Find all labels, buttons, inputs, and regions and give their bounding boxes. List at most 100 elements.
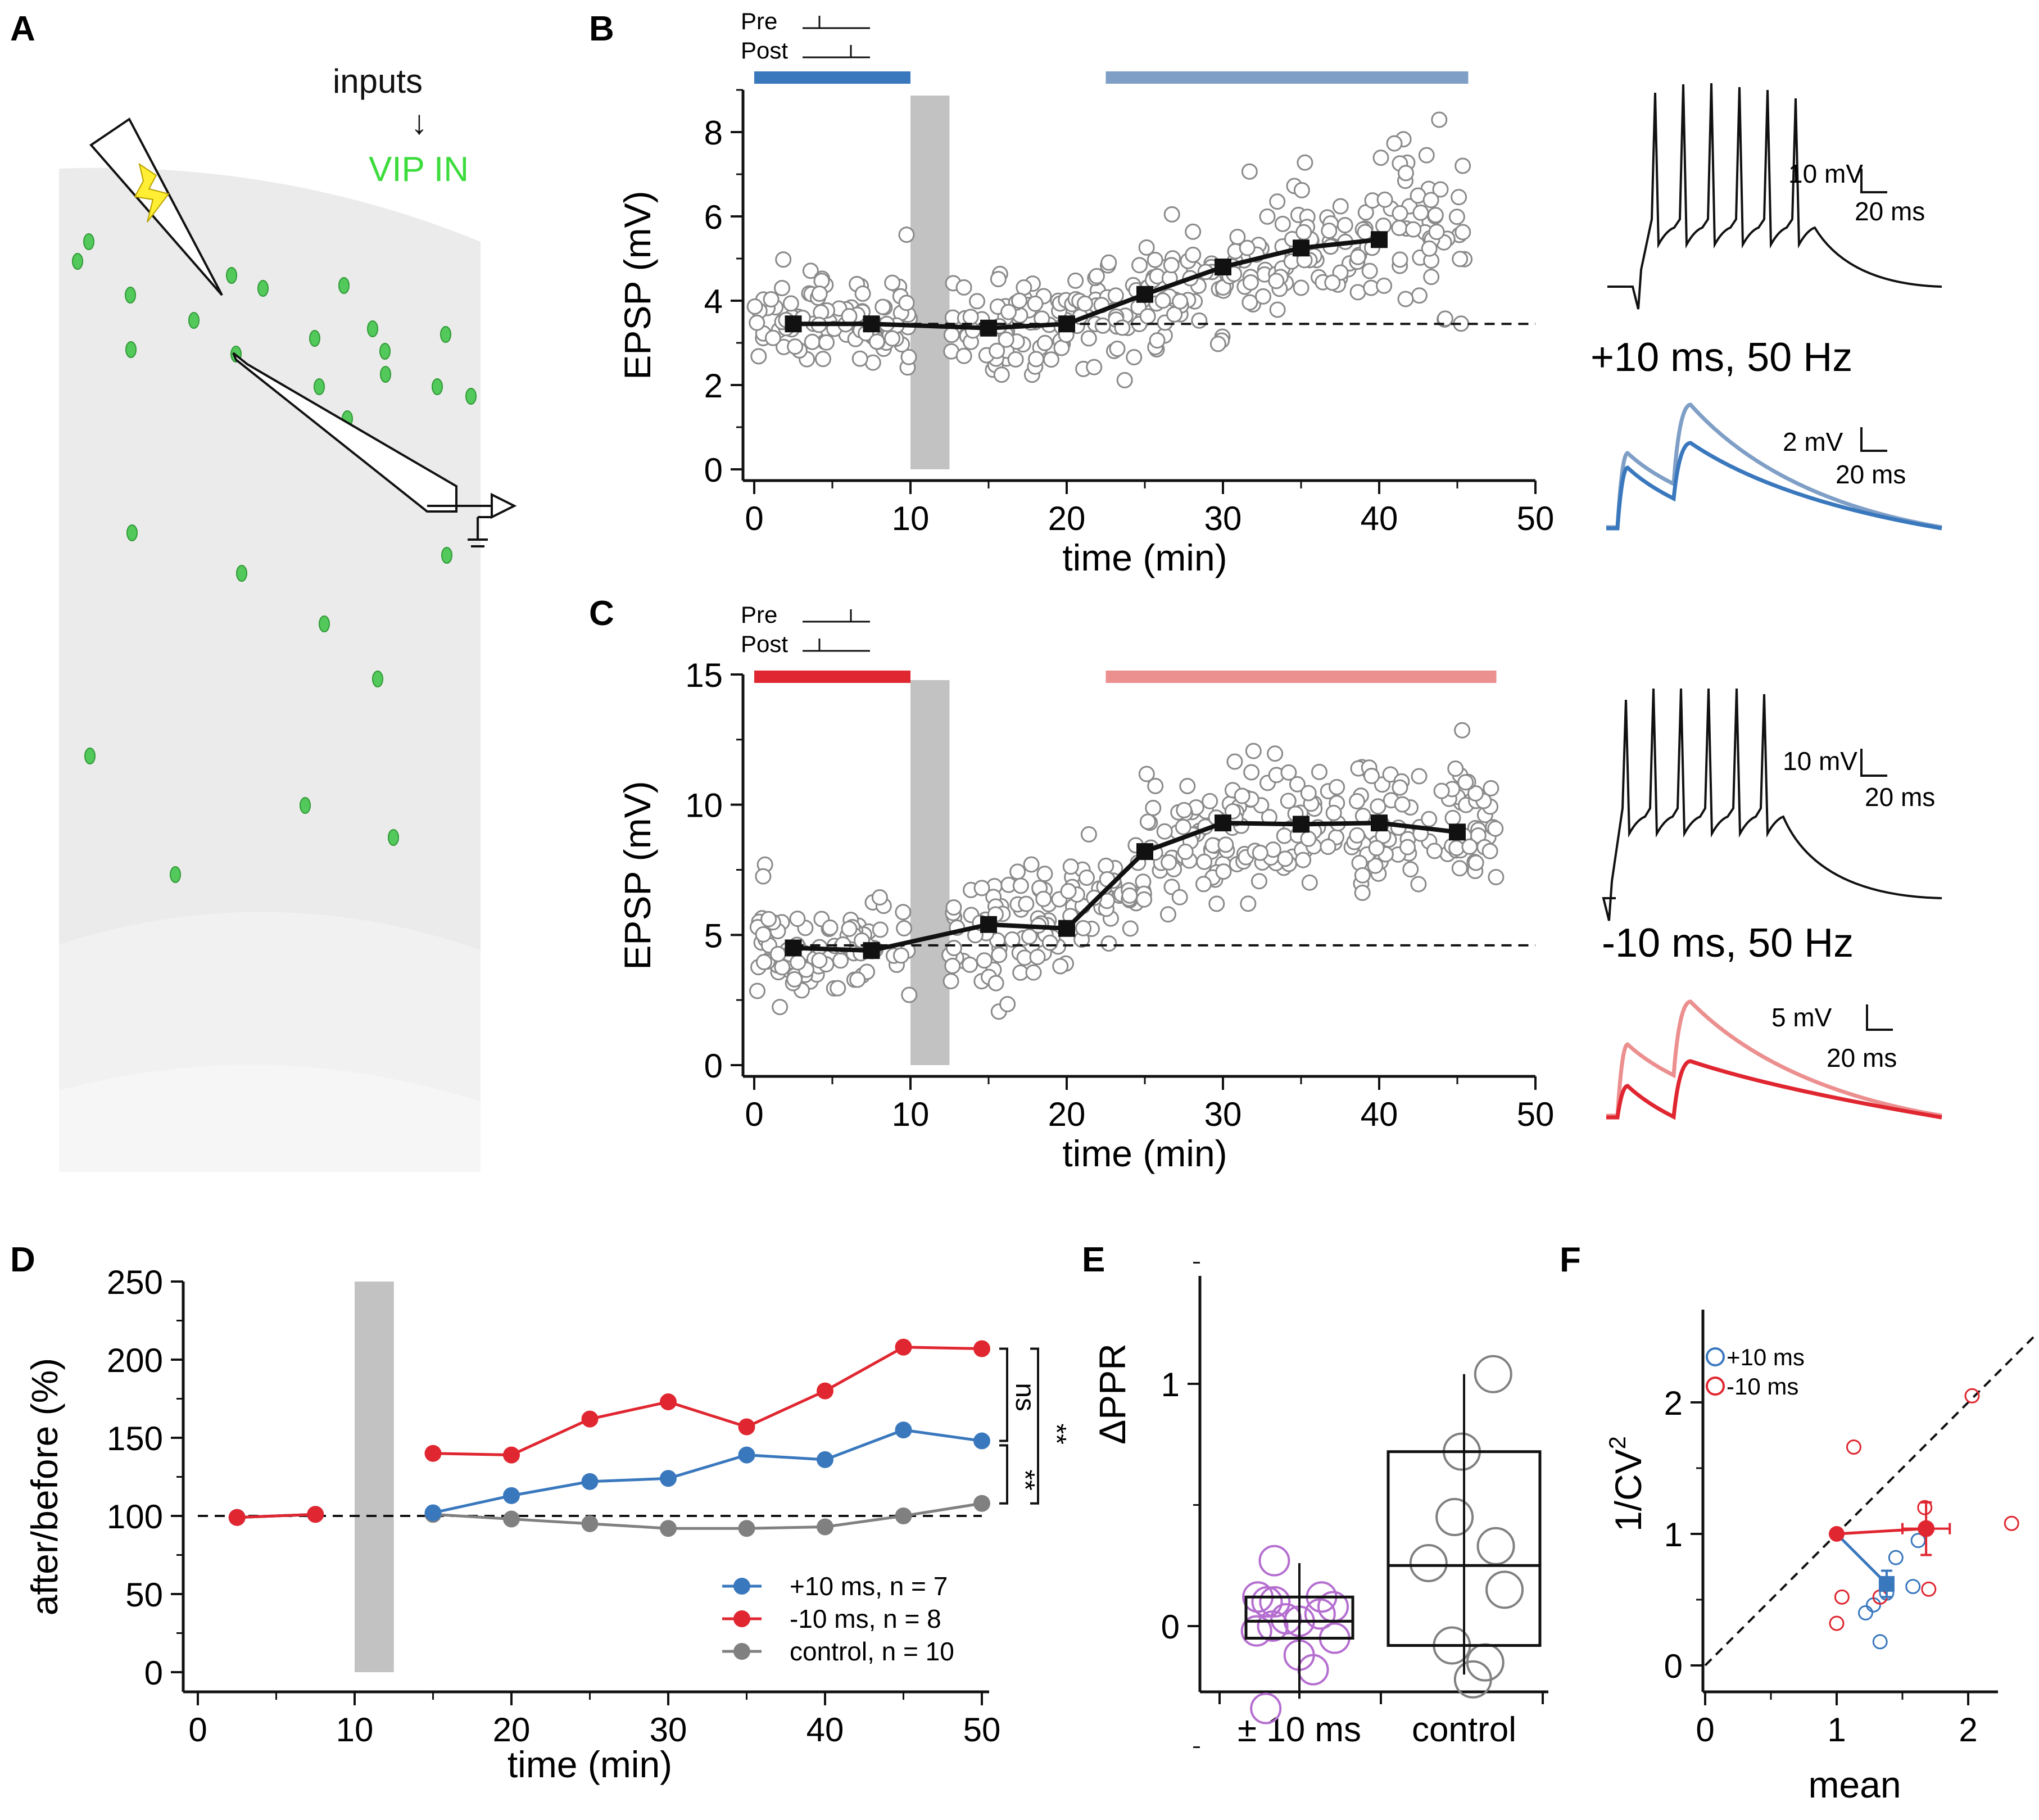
data-point — [1453, 1660, 1492, 1699]
trial-point — [1357, 224, 1374, 241]
trial-point — [1043, 351, 1059, 368]
trial-point — [1202, 793, 1218, 809]
trial-point — [1295, 224, 1312, 241]
vip-cell-icon — [170, 866, 181, 883]
trial-point — [943, 973, 959, 990]
series-point — [895, 1338, 912, 1356]
trial-point — [1426, 843, 1443, 859]
vip-cell-icon — [319, 615, 330, 632]
condition-label: +10 ms, 50 Hz — [1591, 335, 1852, 380]
panel-f-letter: F — [1560, 1241, 1581, 1279]
trial-point — [749, 983, 765, 999]
trial-point — [1431, 111, 1448, 128]
y-tick-label: 0 — [1161, 1608, 1180, 1646]
x-tick-label: 0 — [745, 1095, 763, 1133]
series-point — [973, 1340, 990, 1357]
y-tick-label: 15 — [685, 657, 723, 694]
cell-point — [1921, 1581, 1937, 1597]
trial-point — [1234, 787, 1250, 804]
trial-point — [1086, 889, 1103, 906]
panel-f: F 0 1 2 0 1 2 mean 1/CV2 +10 ms -10 ms — [1560, 1241, 2035, 1805]
x-tick-label: 10 — [892, 1095, 930, 1133]
legend-marker — [733, 1643, 750, 1660]
trial-point — [1209, 336, 1226, 352]
trial-point — [874, 298, 891, 315]
vip-cell-icon — [314, 378, 325, 395]
mean-marker — [1293, 816, 1310, 833]
trial-point — [1392, 251, 1408, 268]
trial-point — [1145, 800, 1162, 817]
trial-point — [1289, 776, 1306, 793]
trial-point — [1245, 743, 1262, 759]
mean-marker — [1136, 286, 1153, 303]
series-point — [424, 1445, 442, 1462]
lightning-bolt-icon — [134, 162, 170, 223]
trial-point — [1139, 308, 1156, 325]
trial-point — [868, 333, 885, 350]
trial-point — [1217, 836, 1234, 853]
trial-point — [1025, 964, 1042, 981]
trial-point — [772, 999, 789, 1016]
x-tick-label: 40 — [1361, 500, 1398, 537]
trial-point — [955, 279, 972, 296]
trial-point — [1163, 206, 1180, 223]
mean-marker — [1371, 814, 1388, 832]
pre-timing-icon — [803, 609, 870, 623]
trial-point — [1109, 341, 1126, 357]
y-tick-label: 6 — [704, 198, 723, 236]
series-line — [433, 1502, 982, 1530]
trial-point — [1452, 251, 1469, 268]
vip-cell-icon — [236, 565, 247, 582]
scale-amplitude-label: 10 mV — [1788, 159, 1863, 188]
cell-point — [2004, 1515, 2019, 1531]
y-tick-label: 5 — [704, 917, 723, 954]
trial-point — [1215, 863, 1232, 880]
trial-point — [1467, 854, 1484, 871]
vip-in-label: VIP IN — [369, 150, 469, 189]
vip-cell-icon — [84, 748, 96, 764]
x-tick-label: 10 — [892, 500, 930, 537]
vip-cell-icon — [126, 524, 138, 541]
series-point — [581, 1410, 599, 1428]
condition-bar-before — [754, 671, 910, 683]
trial-point — [1252, 844, 1268, 861]
trial-point — [1336, 217, 1353, 234]
trial-point — [892, 947, 909, 964]
box — [1386, 1450, 1542, 1647]
trial-point — [896, 920, 913, 937]
trial-point — [1028, 351, 1045, 368]
trial-point — [1067, 272, 1084, 289]
mean-marker — [1371, 231, 1388, 248]
trial-point — [1354, 867, 1371, 884]
trial-point — [1126, 349, 1143, 366]
x-axis-label: mean — [1808, 1764, 1901, 1805]
panel-e-letter: E — [1082, 1241, 1105, 1279]
trial-point — [976, 952, 993, 969]
trial-point — [1122, 920, 1139, 937]
trial-point — [760, 911, 777, 927]
trial-point — [1012, 877, 1029, 894]
trial-point — [991, 947, 1008, 963]
mean-marker — [980, 916, 997, 933]
panel-b-letter: B — [589, 10, 614, 48]
significance-bracket — [999, 1347, 1008, 1442]
trial-point — [787, 338, 804, 355]
trial-point — [786, 971, 803, 988]
post-label: Post — [741, 37, 788, 64]
y-tick-label: 2 — [704, 367, 723, 405]
condition-bar-before — [754, 71, 910, 84]
panel-d-letter: D — [10, 1241, 35, 1279]
scale-duration-label: 20 ms — [1855, 197, 1925, 226]
trial-point — [1241, 163, 1258, 180]
trial-point — [1250, 873, 1267, 890]
x-tick-label: 30 — [1204, 500, 1242, 537]
chart-e: 0 1 ΔPPR ± 10 ms control — [1091, 1262, 1548, 1749]
series-point — [424, 1504, 442, 1522]
trial-point — [1410, 876, 1427, 893]
trial-point — [1370, 798, 1386, 815]
trial-point — [1375, 218, 1392, 234]
trial-point — [1021, 928, 1038, 945]
trial-point — [1243, 764, 1260, 781]
trial-point — [1447, 760, 1464, 777]
trial-point — [1171, 889, 1188, 906]
